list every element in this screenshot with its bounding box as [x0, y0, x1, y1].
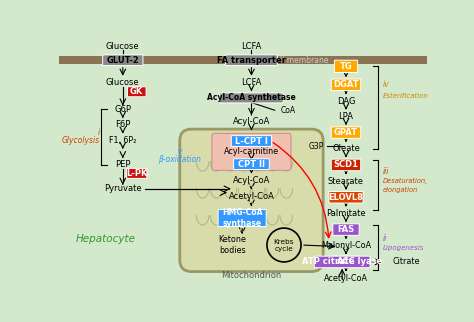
Text: FA transporter: FA transporter [217, 56, 286, 65]
Text: Glycolysis: Glycolysis [62, 136, 100, 145]
Text: Krebs
cycle: Krebs cycle [274, 239, 294, 251]
FancyBboxPatch shape [180, 129, 323, 271]
FancyBboxPatch shape [234, 159, 269, 170]
Text: Cell membrane: Cell membrane [270, 56, 329, 65]
Text: Hepatocyte: Hepatocyte [76, 234, 136, 244]
Text: Acetyl-CoA: Acetyl-CoA [324, 274, 368, 283]
Text: G6P: G6P [114, 105, 131, 114]
Text: Malonyl-CoA: Malonyl-CoA [321, 241, 371, 250]
FancyBboxPatch shape [334, 60, 357, 72]
Text: SCD1: SCD1 [334, 160, 358, 169]
FancyBboxPatch shape [219, 93, 283, 103]
FancyBboxPatch shape [314, 256, 370, 268]
Text: ACC: ACC [337, 258, 356, 266]
FancyBboxPatch shape [331, 79, 361, 90]
Text: β-oxidation: β-oxidation [158, 155, 201, 164]
Text: v: v [177, 147, 182, 156]
Text: Glucose: Glucose [106, 42, 140, 51]
Text: PEP: PEP [115, 160, 130, 169]
Text: CoA: CoA [281, 106, 296, 115]
Text: Ketone
bodies: Ketone bodies [218, 235, 246, 255]
Text: GK: GK [130, 87, 143, 96]
Text: iii: iii [383, 167, 389, 176]
Text: Oleate: Oleate [332, 144, 360, 153]
Text: Acyl-CoA: Acyl-CoA [233, 117, 270, 126]
Text: TG: TG [340, 62, 352, 71]
Text: ATP citrate lyase: ATP citrate lyase [302, 258, 382, 266]
Text: DGAT: DGAT [333, 80, 359, 89]
Text: elongation: elongation [383, 186, 418, 193]
Text: Esterification: Esterification [383, 93, 428, 99]
Text: L-PK: L-PK [126, 169, 147, 178]
Text: Acyl-carnitine: Acyl-carnitine [224, 147, 279, 156]
Text: HMG-CoA
synthase: HMG-CoA synthase [222, 208, 263, 228]
Text: G3P: G3P [309, 142, 324, 151]
Text: ELOVL8: ELOVL8 [328, 193, 364, 202]
Text: Acyl-CoA: Acyl-CoA [233, 176, 270, 185]
FancyBboxPatch shape [103, 55, 143, 66]
Text: F1, 6P₂: F1, 6P₂ [109, 136, 137, 145]
Text: Stearate: Stearate [328, 176, 364, 185]
FancyBboxPatch shape [127, 168, 147, 178]
Text: Palmitate: Palmitate [326, 209, 366, 218]
Text: i: i [98, 128, 100, 137]
FancyBboxPatch shape [331, 127, 361, 138]
FancyBboxPatch shape [329, 192, 363, 203]
Text: DAG: DAG [337, 97, 355, 106]
FancyBboxPatch shape [218, 210, 266, 226]
Bar [59, 56, 427, 64]
Text: FAS: FAS [337, 225, 355, 234]
FancyBboxPatch shape [212, 133, 291, 170]
FancyBboxPatch shape [128, 87, 146, 97]
Text: Pyruvate: Pyruvate [104, 184, 142, 193]
Text: ii: ii [383, 234, 387, 243]
Text: Acyl-CoA synthetase: Acyl-CoA synthetase [207, 93, 296, 102]
Text: Acetyl-CoA: Acetyl-CoA [228, 192, 274, 201]
FancyBboxPatch shape [333, 256, 359, 268]
Text: Desaturation,: Desaturation, [383, 178, 428, 184]
Text: Glucose: Glucose [106, 78, 140, 87]
Text: F6P: F6P [115, 120, 130, 129]
FancyBboxPatch shape [226, 55, 277, 66]
Text: GPAT: GPAT [334, 128, 358, 137]
FancyBboxPatch shape [231, 136, 272, 147]
Text: GLUT-2: GLUT-2 [107, 56, 139, 65]
Text: CPT II: CPT II [238, 160, 265, 169]
Text: LPA: LPA [338, 112, 354, 121]
Text: iv: iv [383, 80, 389, 89]
Text: Mitochondrion: Mitochondrion [221, 270, 282, 279]
FancyBboxPatch shape [333, 224, 359, 235]
FancyBboxPatch shape [331, 159, 361, 171]
Text: Lipogenesis: Lipogenesis [383, 245, 424, 251]
Text: LCFA: LCFA [241, 78, 262, 87]
Text: Citrate: Citrate [392, 258, 420, 266]
Text: LCFA: LCFA [241, 42, 262, 51]
Text: L-CPT I: L-CPT I [235, 137, 268, 146]
